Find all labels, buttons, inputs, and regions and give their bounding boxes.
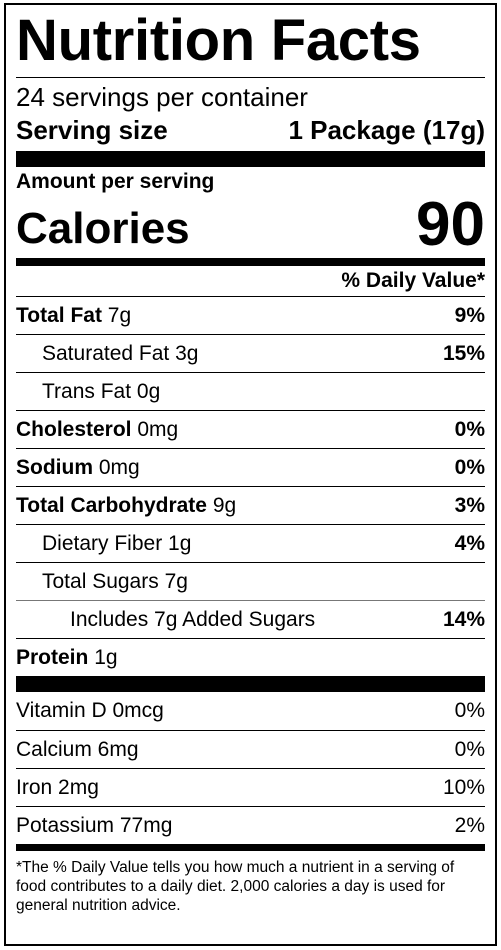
vitamin-name: Calcium 6mg: [16, 737, 139, 761]
vitamin-list: Vitamin D 0mcg 0% Calcium 6mg 0% Iron 2mg 10%…: [16, 692, 485, 844]
nutrient-row: Dietary Fiber 1g 4%: [16, 524, 485, 562]
nutrient-amount: 3g: [175, 341, 199, 365]
amount-per-serving: Amount per serving: [16, 170, 215, 193]
nutrient-row: Cholesterol 0mg 0%: [16, 410, 485, 448]
nutrient-daily-value: 4%: [454, 531, 485, 555]
nutrient-daily-value: 15%: [442, 341, 485, 365]
serving-size-label: Serving size: [16, 115, 168, 145]
thick-divider-vitamins: [16, 676, 485, 692]
nutrient-row: Total Fat 7g 9%: [16, 296, 485, 334]
calories-label: Calories: [16, 204, 190, 253]
nutrient-name: Total Sugars 7g: [42, 570, 188, 594]
serving-size-value: 1 Package (17g): [288, 115, 485, 145]
nutrient-amount: 1g: [168, 531, 192, 555]
nutrient-label: Dietary Fiber: [42, 531, 163, 555]
nutrient-amount: 7g: [164, 569, 188, 593]
nutrient-name: Protein 1g: [16, 646, 118, 670]
nutrient-name: Trans Fat 0g: [42, 380, 160, 404]
nutrient-name: Cholesterol 0mg: [16, 418, 178, 442]
nutrition-facts-label: Nutrition Facts 24 servings per containe…: [4, 3, 497, 946]
vitamin-name: Iron 2mg: [16, 775, 99, 799]
nutrient-label: Includes 7g Added Sugars: [70, 607, 316, 631]
serving-size-row: Serving size 1 Package (17g): [16, 113, 485, 147]
nutrient-amount: 0mg: [98, 455, 140, 479]
calories-row: Calories 90: [16, 194, 485, 256]
nutrient-label: Total Carbohydrate: [16, 493, 207, 517]
nutrient-label: Total Sugars: [42, 569, 159, 593]
nutrient-name: Total Carbohydrate 9g: [16, 494, 236, 518]
nutrient-amount: 9g: [212, 493, 237, 517]
nutrient-label: Total Fat: [16, 303, 102, 327]
nutrient-label: Protein: [16, 645, 89, 669]
nutrient-amount: 1g: [94, 645, 118, 669]
nutrient-label: Trans Fat: [42, 379, 132, 403]
nutrient-row: Includes 7g Added Sugars 14%: [16, 600, 485, 638]
nutrient-label: Saturated Fat: [42, 341, 170, 365]
thick-divider: [16, 151, 485, 167]
nutrient-daily-value: 14%: [442, 607, 485, 631]
vitamin-row: Potassium 77mg 2%: [16, 806, 485, 844]
nutrient-daily-value: 0%: [454, 455, 485, 479]
vitamin-daily-value: 0%: [454, 737, 485, 761]
nutrient-daily-value: 9%: [454, 303, 485, 327]
vitamin-name: Vitamin D 0mcg: [16, 699, 164, 722]
nutrient-list: Total Fat 7g 9% Saturated Fat 3g 15% Trans F…: [16, 296, 485, 676]
medium-divider: [16, 258, 485, 266]
nutrient-row: Saturated Fat 3g 15%: [16, 334, 485, 372]
vitamin-row: Iron 2mg 10%: [16, 768, 485, 806]
daily-value-header: % Daily Value*: [341, 269, 485, 292]
servings-per-container: 24 servings per container: [16, 82, 308, 112]
footnote: *The % Daily Value tells you how much a …: [16, 859, 455, 914]
vitamin-daily-value: 0%: [454, 699, 485, 722]
vitamin-row: Calcium 6mg 0%: [16, 730, 485, 768]
title-divider: [16, 77, 485, 78]
vitamin-daily-value: 10%: [442, 775, 485, 799]
nutrient-name: Sodium 0mg: [16, 456, 140, 480]
calories-value: 90: [416, 190, 485, 259]
nutrient-row: Total Sugars 7g: [16, 562, 485, 600]
nutrient-name: Saturated Fat 3g: [42, 342, 198, 366]
nutrient-name: Dietary Fiber 1g: [42, 532, 191, 556]
label-title: Nutrition Facts: [16, 8, 421, 73]
nutrient-row: Protein 1g: [16, 638, 485, 676]
vitamin-row: Vitamin D 0mcg 0%: [16, 692, 485, 730]
nutrient-row: Sodium 0mg 0%: [16, 448, 485, 486]
vitamin-name: Potassium 77mg: [16, 813, 173, 837]
nutrient-name: Includes 7g Added Sugars: [70, 608, 315, 632]
nutrient-label: Cholesterol: [16, 417, 132, 441]
nutrient-amount: 0mg: [137, 417, 179, 441]
nutrient-daily-value: 3%: [454, 493, 485, 517]
nutrient-label: Sodium: [16, 455, 93, 479]
nutrient-row: Total Carbohydrate 9g 3%: [16, 486, 485, 524]
nutrient-name: Total Fat 7g: [16, 304, 131, 328]
bottom-divider: [16, 844, 485, 851]
nutrient-daily-value: 0%: [454, 417, 485, 441]
nutrient-row: Trans Fat 0g: [16, 372, 485, 410]
nutrient-amount: 0g: [136, 379, 161, 403]
vitamin-daily-value: 2%: [454, 813, 485, 837]
nutrient-amount: 7g: [107, 303, 132, 327]
